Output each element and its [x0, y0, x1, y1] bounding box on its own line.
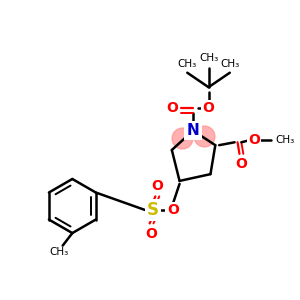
Text: CH₃: CH₃ — [220, 59, 239, 69]
Text: CH₃: CH₃ — [178, 59, 197, 69]
Text: O: O — [152, 179, 163, 193]
Text: O: O — [166, 101, 178, 116]
Text: CH₃: CH₃ — [275, 135, 294, 145]
Text: O: O — [236, 157, 247, 170]
Text: N: N — [187, 123, 200, 138]
Text: CH₃: CH₃ — [49, 248, 68, 257]
Text: O: O — [202, 101, 214, 116]
Text: O: O — [248, 133, 260, 147]
Text: S: S — [146, 201, 158, 219]
Text: CH₃: CH₃ — [199, 53, 218, 63]
Text: O: O — [167, 203, 179, 217]
Text: O: O — [146, 227, 158, 241]
